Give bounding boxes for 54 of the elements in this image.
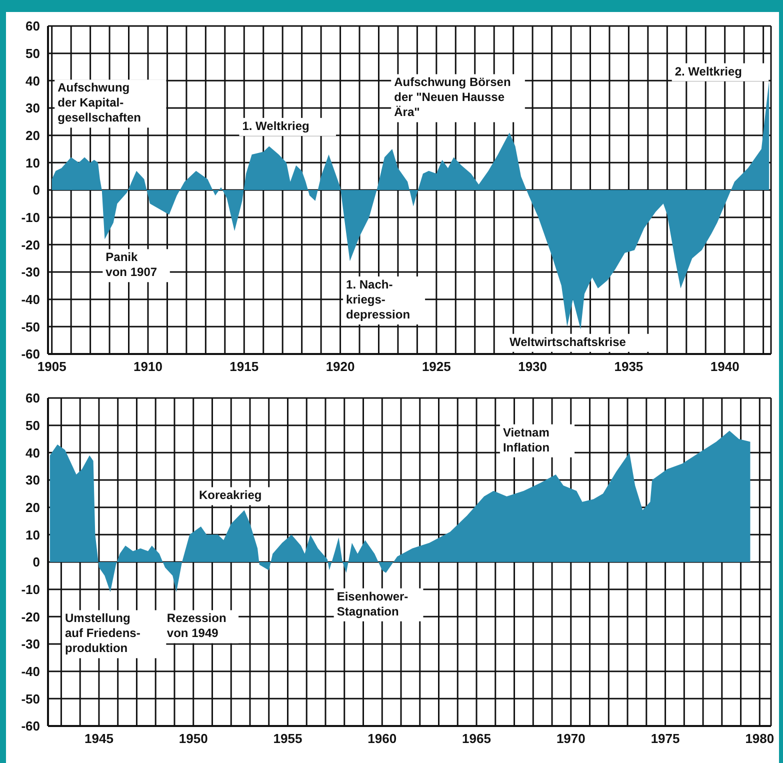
y-tick-label: -60 — [21, 346, 40, 362]
annotation: Umstellung auf Friedens- produktion — [64, 611, 140, 656]
y-tick-label: 60 — [26, 390, 40, 406]
annotation: Eisenhower- Stagnation — [336, 589, 408, 618]
y-tick-label: -60 — [21, 718, 40, 734]
y-tick-label: -40 — [21, 292, 40, 307]
x-tick-label: 1925 — [422, 359, 451, 374]
y-tick-label: -50 — [21, 319, 40, 334]
y-tick-label: -30 — [21, 636, 40, 652]
y-tick-label: 10 — [26, 527, 40, 542]
y-tick-label: 30 — [26, 472, 40, 488]
annotation: Weltwirtschaftskrise — [509, 334, 626, 349]
y-tick-label: 60 — [26, 18, 40, 34]
annotation: Panik von 1907 — [106, 250, 158, 280]
annotation: Rezession von 1949 — [166, 611, 226, 640]
y-tick-label: -30 — [21, 264, 40, 280]
y-tick-label: -40 — [21, 664, 40, 679]
y-tick-label: -20 — [21, 609, 40, 624]
annotation: 2. Weltkrieg — [674, 64, 742, 78]
y-tick-label: 40 — [26, 73, 40, 88]
x-tick-label: 1955 — [273, 731, 302, 746]
x-tick-label: 1945 — [84, 731, 114, 746]
annotation: Aufschwung Börsen der "Neuen Hausse Ära" — [394, 75, 511, 120]
y-tick-label: 40 — [26, 445, 40, 460]
x-tick-label: 1960 — [368, 731, 397, 746]
y-tick-label: -10 — [21, 582, 40, 597]
x-tick-label: 1935 — [614, 359, 644, 374]
y-tick-label: 30 — [26, 100, 40, 116]
annotation: Koreakrieg — [199, 488, 262, 502]
x-tick-label: 1975 — [650, 731, 680, 746]
y-tick-label: 20 — [26, 128, 40, 143]
y-tick-label: 50 — [26, 418, 40, 433]
y-tick-label: 50 — [26, 46, 40, 61]
x-tick-label: 1950 — [178, 731, 208, 746]
x-tick-label: 1905 — [37, 359, 66, 374]
x-tick-label: 1930 — [518, 359, 548, 374]
x-tick-label: 1940 — [710, 359, 740, 374]
y-tick-label: 0 — [32, 554, 40, 570]
annotation: 1. Nach- kriegs- depression — [346, 277, 410, 322]
y-tick-label: 0 — [32, 182, 40, 198]
x-tick-label: 1980 — [745, 731, 774, 746]
x-tick-label: 1970 — [556, 731, 586, 746]
y-tick-label: 10 — [26, 155, 40, 170]
x-tick-label: 1920 — [326, 359, 355, 374]
annotation: Aufschwung der Kapital- gesellschaften — [58, 80, 141, 125]
y-tick-label: 20 — [26, 500, 40, 515]
annotation: 1. Weltkrieg — [242, 118, 310, 133]
y-tick-label: -50 — [21, 691, 40, 706]
x-tick-label: 1915 — [230, 359, 259, 374]
y-tick-label: -10 — [21, 210, 40, 225]
annotation: Vietnam Inflation — [502, 425, 550, 454]
x-tick-label: 1910 — [134, 359, 162, 374]
x-tick-label: 1965 — [462, 731, 491, 746]
y-tick-label: -20 — [21, 237, 40, 252]
